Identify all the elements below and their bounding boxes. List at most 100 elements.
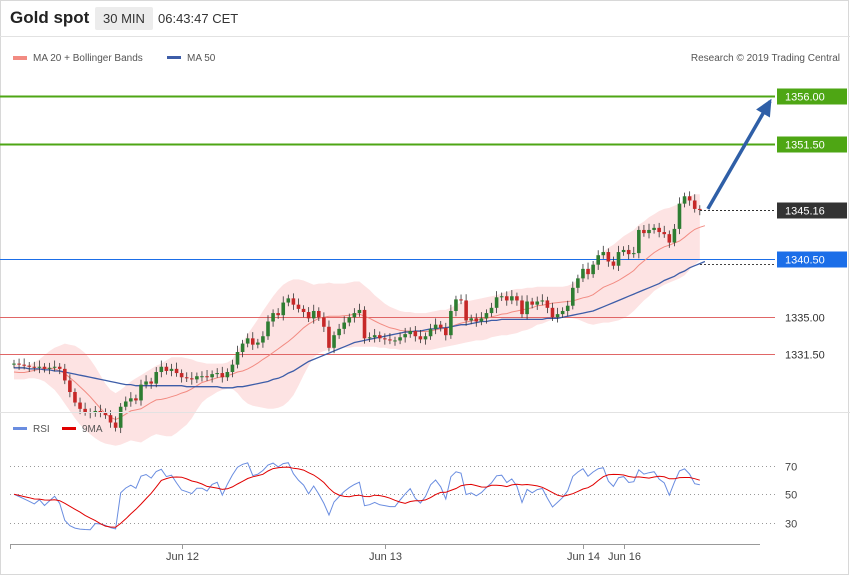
candle-body (393, 340, 397, 342)
candle-body (601, 252, 606, 256)
candle-body (535, 301, 540, 305)
level-label-1335-00: 1335.00 (785, 313, 825, 325)
candle-body (454, 299, 458, 311)
candle-body (642, 229, 646, 234)
candle-body (510, 296, 514, 301)
ma50-legend-swatch (167, 56, 181, 59)
candle-body (47, 367, 52, 369)
candle-body (17, 363, 21, 365)
candle-body (687, 196, 692, 201)
candle-body (560, 310, 565, 315)
x-tick-label: Jun 12 (166, 551, 199, 563)
candle-body (230, 364, 235, 373)
candle-body (286, 298, 291, 303)
candle-body (403, 334, 407, 338)
candle-body (337, 328, 341, 336)
bollinger-band-area (14, 194, 700, 446)
candle-body (459, 299, 463, 301)
candle-body (408, 330, 413, 335)
candle-body (134, 398, 138, 401)
candle-body (327, 326, 331, 348)
projection-line (706, 100, 772, 210)
timeframe-button[interactable]: 30 MIN (95, 7, 153, 30)
level-label-1340-50: 1340.50 (785, 255, 825, 267)
candle-body (474, 318, 479, 322)
candle-body (342, 322, 346, 329)
candle-body (129, 398, 133, 402)
candle-body (433, 324, 438, 329)
level-label-1356-00: 1356.00 (785, 92, 825, 104)
candle-body (581, 268, 585, 279)
candle-body (611, 261, 616, 266)
x-tick-label: Jun 14 (567, 551, 600, 563)
candle-body (626, 249, 631, 255)
candle-body (520, 300, 524, 315)
candle-body (210, 374, 214, 378)
candle-body (306, 312, 311, 319)
candle-body (159, 366, 164, 373)
candle-body (281, 302, 286, 316)
candle-body (322, 317, 326, 327)
candle-body (78, 402, 82, 409)
level-tag-1351-50 (777, 136, 847, 153)
candle-body (291, 298, 296, 305)
candle-body (103, 412, 108, 416)
candle-body (276, 313, 280, 316)
candle-body (22, 364, 26, 366)
copyright-label: Research © 2019 Trading Central (691, 53, 840, 64)
candle-body (530, 301, 534, 305)
candle-body (296, 304, 301, 309)
candle-body (449, 310, 453, 336)
rsi-ma-legend-label: 9MA (82, 424, 103, 435)
candle-body (692, 200, 697, 209)
candle-body (184, 377, 189, 379)
candle-body (245, 338, 250, 344)
rsi-ma-line (13, 466, 700, 528)
candle-body (42, 366, 47, 369)
candle-body (423, 336, 428, 340)
candle-body (555, 314, 560, 318)
candle-body (647, 229, 651, 234)
clock-time: 06:43:47 CET (158, 11, 239, 26)
candle-body (616, 252, 621, 266)
level-label-1351-50: 1351.50 (785, 140, 825, 152)
x-tick-label: Jun 16 (608, 551, 641, 563)
candles (12, 191, 702, 434)
candle-body (52, 366, 57, 368)
ma50-line (14, 260, 706, 389)
candle-body (677, 203, 682, 229)
candle-body (596, 255, 600, 265)
candle-body (372, 335, 377, 338)
candle-body (235, 352, 240, 365)
candle-body (195, 376, 199, 380)
candle-body (261, 336, 265, 343)
candle-body (637, 229, 641, 254)
rsi-tick-30: 30 (785, 519, 797, 531)
candle-body (63, 368, 67, 381)
level-tag-1340-50 (777, 251, 847, 268)
candle-body (682, 196, 687, 204)
candle-body (494, 297, 499, 308)
candle-body (698, 208, 702, 210)
candle-body (571, 287, 575, 306)
instrument-title: Gold spot (10, 8, 90, 27)
candle-body (418, 336, 423, 340)
candle-body (383, 338, 387, 340)
candle-body (174, 368, 179, 374)
candle-body (271, 313, 275, 322)
candle-body (169, 368, 174, 371)
level-tag-1356-00 (777, 88, 847, 105)
candle-body (250, 338, 255, 345)
candle-body (27, 365, 32, 367)
main-legend: MA 20 + Bollinger Bands MA 50 Research ©… (13, 53, 840, 64)
candle-body (113, 422, 118, 428)
candle-body (438, 324, 443, 328)
candle-body (154, 372, 159, 384)
candle-body (118, 406, 123, 428)
candle-body (576, 278, 580, 288)
candle-body (565, 305, 570, 311)
level-labels: 1356.00 1351.50 1345.16 1340.50 1335.00 1331.… (777, 88, 847, 362)
candle-body (68, 380, 72, 393)
candle-body (586, 268, 590, 275)
